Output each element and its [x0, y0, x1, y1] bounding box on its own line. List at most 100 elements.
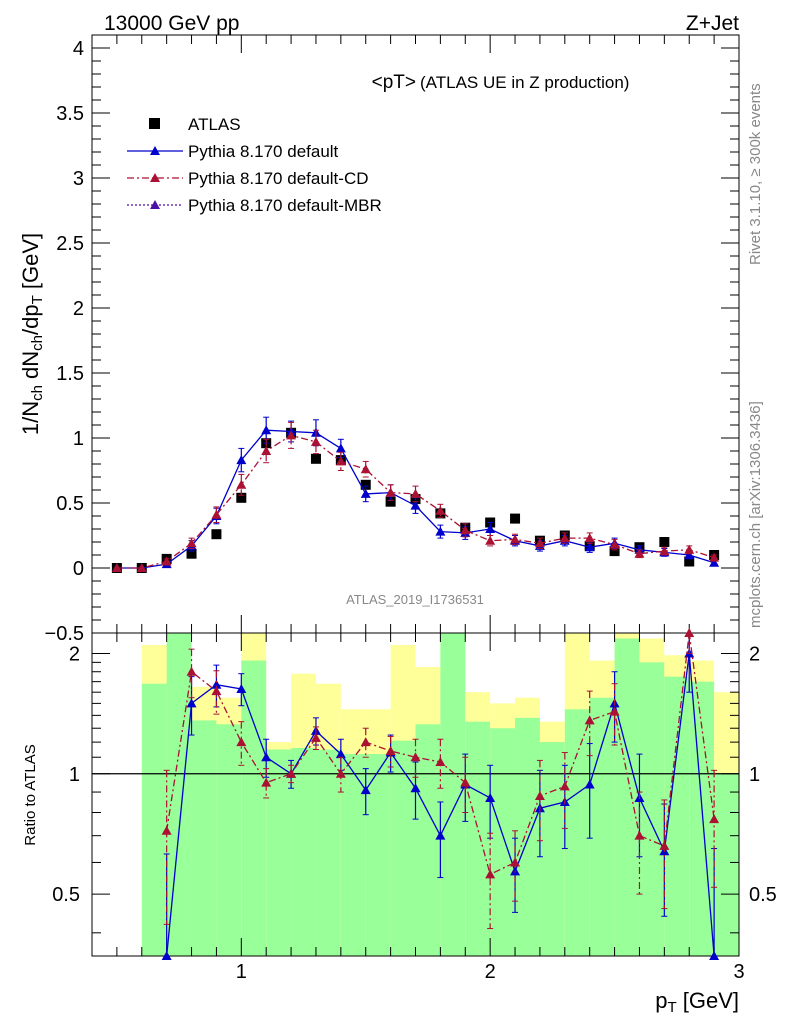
ratio-marker: [310, 732, 321, 742]
ratio-y-tick-label-right: 0.5: [749, 884, 777, 906]
legend-label: ATLAS: [188, 115, 241, 134]
ratio-ticks: 0.5 0.5 1 1 2 2 1 2 3: [52, 633, 777, 983]
atlas-data-point: [684, 556, 695, 567]
series-marker: [510, 534, 521, 544]
ratio-marker: [186, 698, 197, 708]
ratio-y-tick-label: 0.5: [52, 884, 80, 906]
series-marker: [709, 557, 720, 567]
ratio-marker: [410, 752, 421, 762]
ratio-series-cd: [161, 628, 720, 930]
stat-band: [539, 742, 565, 956]
ratio-marker: [236, 683, 247, 693]
ratio-marker: [460, 777, 471, 787]
series-marker: [485, 524, 496, 533]
ratio-y-tick-label: 1: [69, 764, 80, 786]
stat-band: [465, 721, 491, 956]
header-left: 13000 GeV pp: [104, 12, 239, 35]
stat-band: [564, 709, 590, 956]
legend: ATLAS Pythia 8.170 default Pythia 8.170 de…: [127, 115, 382, 215]
stat-band: [390, 740, 416, 956]
legend-label: Pythia 8.170 default: [188, 142, 339, 161]
stat-band: [490, 728, 516, 956]
stat-band: [714, 773, 739, 956]
series-marker: [410, 488, 421, 498]
series-dashdot: [111, 421, 720, 572]
stat-band: [216, 724, 242, 956]
series-marker: [211, 509, 222, 519]
series-marker: [485, 535, 496, 545]
series-marker: [236, 455, 247, 465]
legend-marker: [149, 118, 160, 129]
series-marker: [385, 487, 396, 497]
atlas-data-point: [510, 513, 521, 524]
series-marker: [435, 526, 446, 536]
x-tick-label: 2: [485, 961, 496, 983]
series-marker: [360, 488, 371, 498]
ratio-marker: [684, 628, 695, 637]
series-marker: [709, 552, 720, 562]
series-marker: [236, 479, 247, 489]
stat-band: [415, 724, 441, 956]
series-marker: [335, 456, 346, 466]
ratio-marker: [584, 779, 595, 789]
ratio-marker: [286, 768, 297, 778]
ratio-marker: [559, 781, 570, 791]
y-tick-label: −0.5: [45, 623, 84, 645]
series-marker: [435, 505, 446, 515]
stat-band: [166, 633, 192, 956]
main-y-axis-label: 1/Nch dNch/dpT [GeV]: [18, 233, 46, 435]
ratio-marker: [360, 785, 371, 795]
atlas-data-point: [659, 537, 670, 547]
header-right: Z+Jet: [686, 12, 739, 35]
y-tick-label: 0: [73, 558, 84, 580]
ratio-marker: [609, 706, 620, 716]
ratio-marker: [435, 830, 446, 840]
stat-band: [340, 754, 366, 956]
atlas-data-point: [609, 546, 620, 557]
atlas-data-point: [236, 492, 247, 503]
y-tick-label: 3: [73, 168, 84, 190]
side-label-mcplots: mcplots.cern.ch [arXiv:1306.3436]: [747, 401, 764, 628]
series-marker: [186, 538, 197, 548]
series-marker: [261, 446, 272, 455]
ratio-uncertainty-bands: [141, 633, 739, 956]
ratio-y-tick-label-right: 2: [749, 643, 760, 665]
series-marker: [161, 556, 172, 566]
series-marker: [584, 542, 595, 552]
atlas-data-point: [310, 453, 321, 464]
stat-band: [614, 638, 640, 956]
side-label-rivet: Rivet 3.1.10, ≥ 300k events: [747, 83, 764, 265]
legend-label: Pythia 8.170 default-MBR: [188, 196, 382, 215]
stat-band: [291, 748, 316, 956]
main-series: [111, 416, 720, 573]
series-marker: [460, 525, 471, 535]
ratio-marker: [485, 792, 496, 802]
main-ticks: −0.5 0 0.5 1 1.5 2 2.5 3 3.5 4: [45, 35, 740, 645]
atlas-data-point: [211, 529, 222, 540]
stat-band: [141, 683, 167, 956]
ratio-marker: [261, 777, 272, 787]
series-marker: [684, 550, 695, 559]
ratio-marker: [435, 757, 446, 767]
legend-marker: [150, 146, 160, 155]
y-tick-label: 1: [73, 428, 84, 450]
series-marker: [310, 436, 321, 446]
series-marker: [534, 538, 545, 548]
analysis-id: ATLAS_2019_I1736531: [346, 592, 484, 607]
ratio-y-tick-label-right: 1: [749, 764, 760, 786]
series-marker: [584, 533, 595, 543]
stat-band: [589, 697, 615, 956]
x-axis-label: pT [GeV]: [655, 988, 739, 1016]
ratio-marker: [161, 951, 172, 960]
atlas-data-point: [186, 548, 197, 559]
ratio-marker: [709, 951, 720, 960]
y-tick-label: 2.5: [56, 233, 84, 255]
legend-marker: [150, 173, 160, 182]
x-tick-label: 3: [733, 961, 744, 983]
ratio-marker: [335, 749, 346, 759]
ratio-marker: [360, 737, 371, 747]
ratio-marker: [211, 679, 222, 689]
series-marker: [335, 443, 346, 453]
ratio-marker: [659, 840, 670, 850]
